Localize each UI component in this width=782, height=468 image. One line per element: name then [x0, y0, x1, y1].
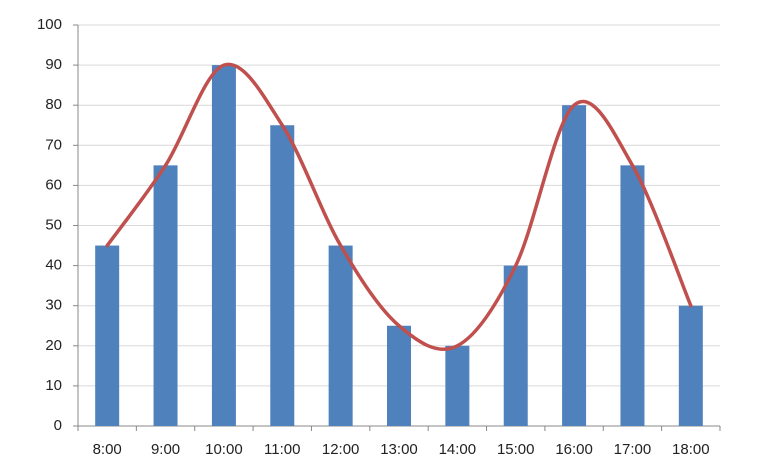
x-tick-label: 11:00 [264, 441, 300, 458]
y-tick-label: 90 [45, 56, 62, 73]
x-tick-label: 10:00 [205, 441, 243, 458]
y-tick-label: 100 [37, 16, 62, 33]
x-tick-label: 18:00 [672, 441, 710, 458]
bar [387, 325, 411, 426]
x-tick-label: 12:00 [322, 441, 360, 458]
y-tick-label: 0 [54, 417, 62, 434]
bar [678, 305, 703, 426]
x-tick-label: 16:00 [555, 441, 593, 458]
bar [620, 165, 645, 426]
x-tick-label: 9:00 [151, 441, 180, 458]
x-tick-label: 13:00 [380, 441, 418, 458]
x-tick-label: 17:00 [614, 441, 652, 458]
y-tick-label: 40 [45, 257, 62, 274]
bar [503, 265, 528, 426]
x-tick-label: 8:00 [93, 441, 122, 458]
bar [445, 345, 470, 426]
bar [95, 245, 120, 426]
line [105, 62, 693, 351]
y-tick-label: 30 [45, 297, 62, 314]
bar [211, 65, 236, 426]
y-tick-label: 80 [45, 96, 62, 113]
y-tick-label: 60 [45, 176, 62, 193]
bar [270, 125, 295, 426]
bar [328, 245, 353, 426]
x-tick-label: 15:00 [497, 441, 535, 458]
bar [562, 105, 587, 426]
bar [153, 165, 178, 426]
y-tick-label: 10 [45, 377, 62, 394]
x-tick-label: 14:00 [439, 441, 477, 458]
y-tick-label: 20 [45, 337, 62, 354]
y-tick-label: 50 [45, 216, 62, 233]
y-tick-label: 70 [45, 136, 62, 153]
